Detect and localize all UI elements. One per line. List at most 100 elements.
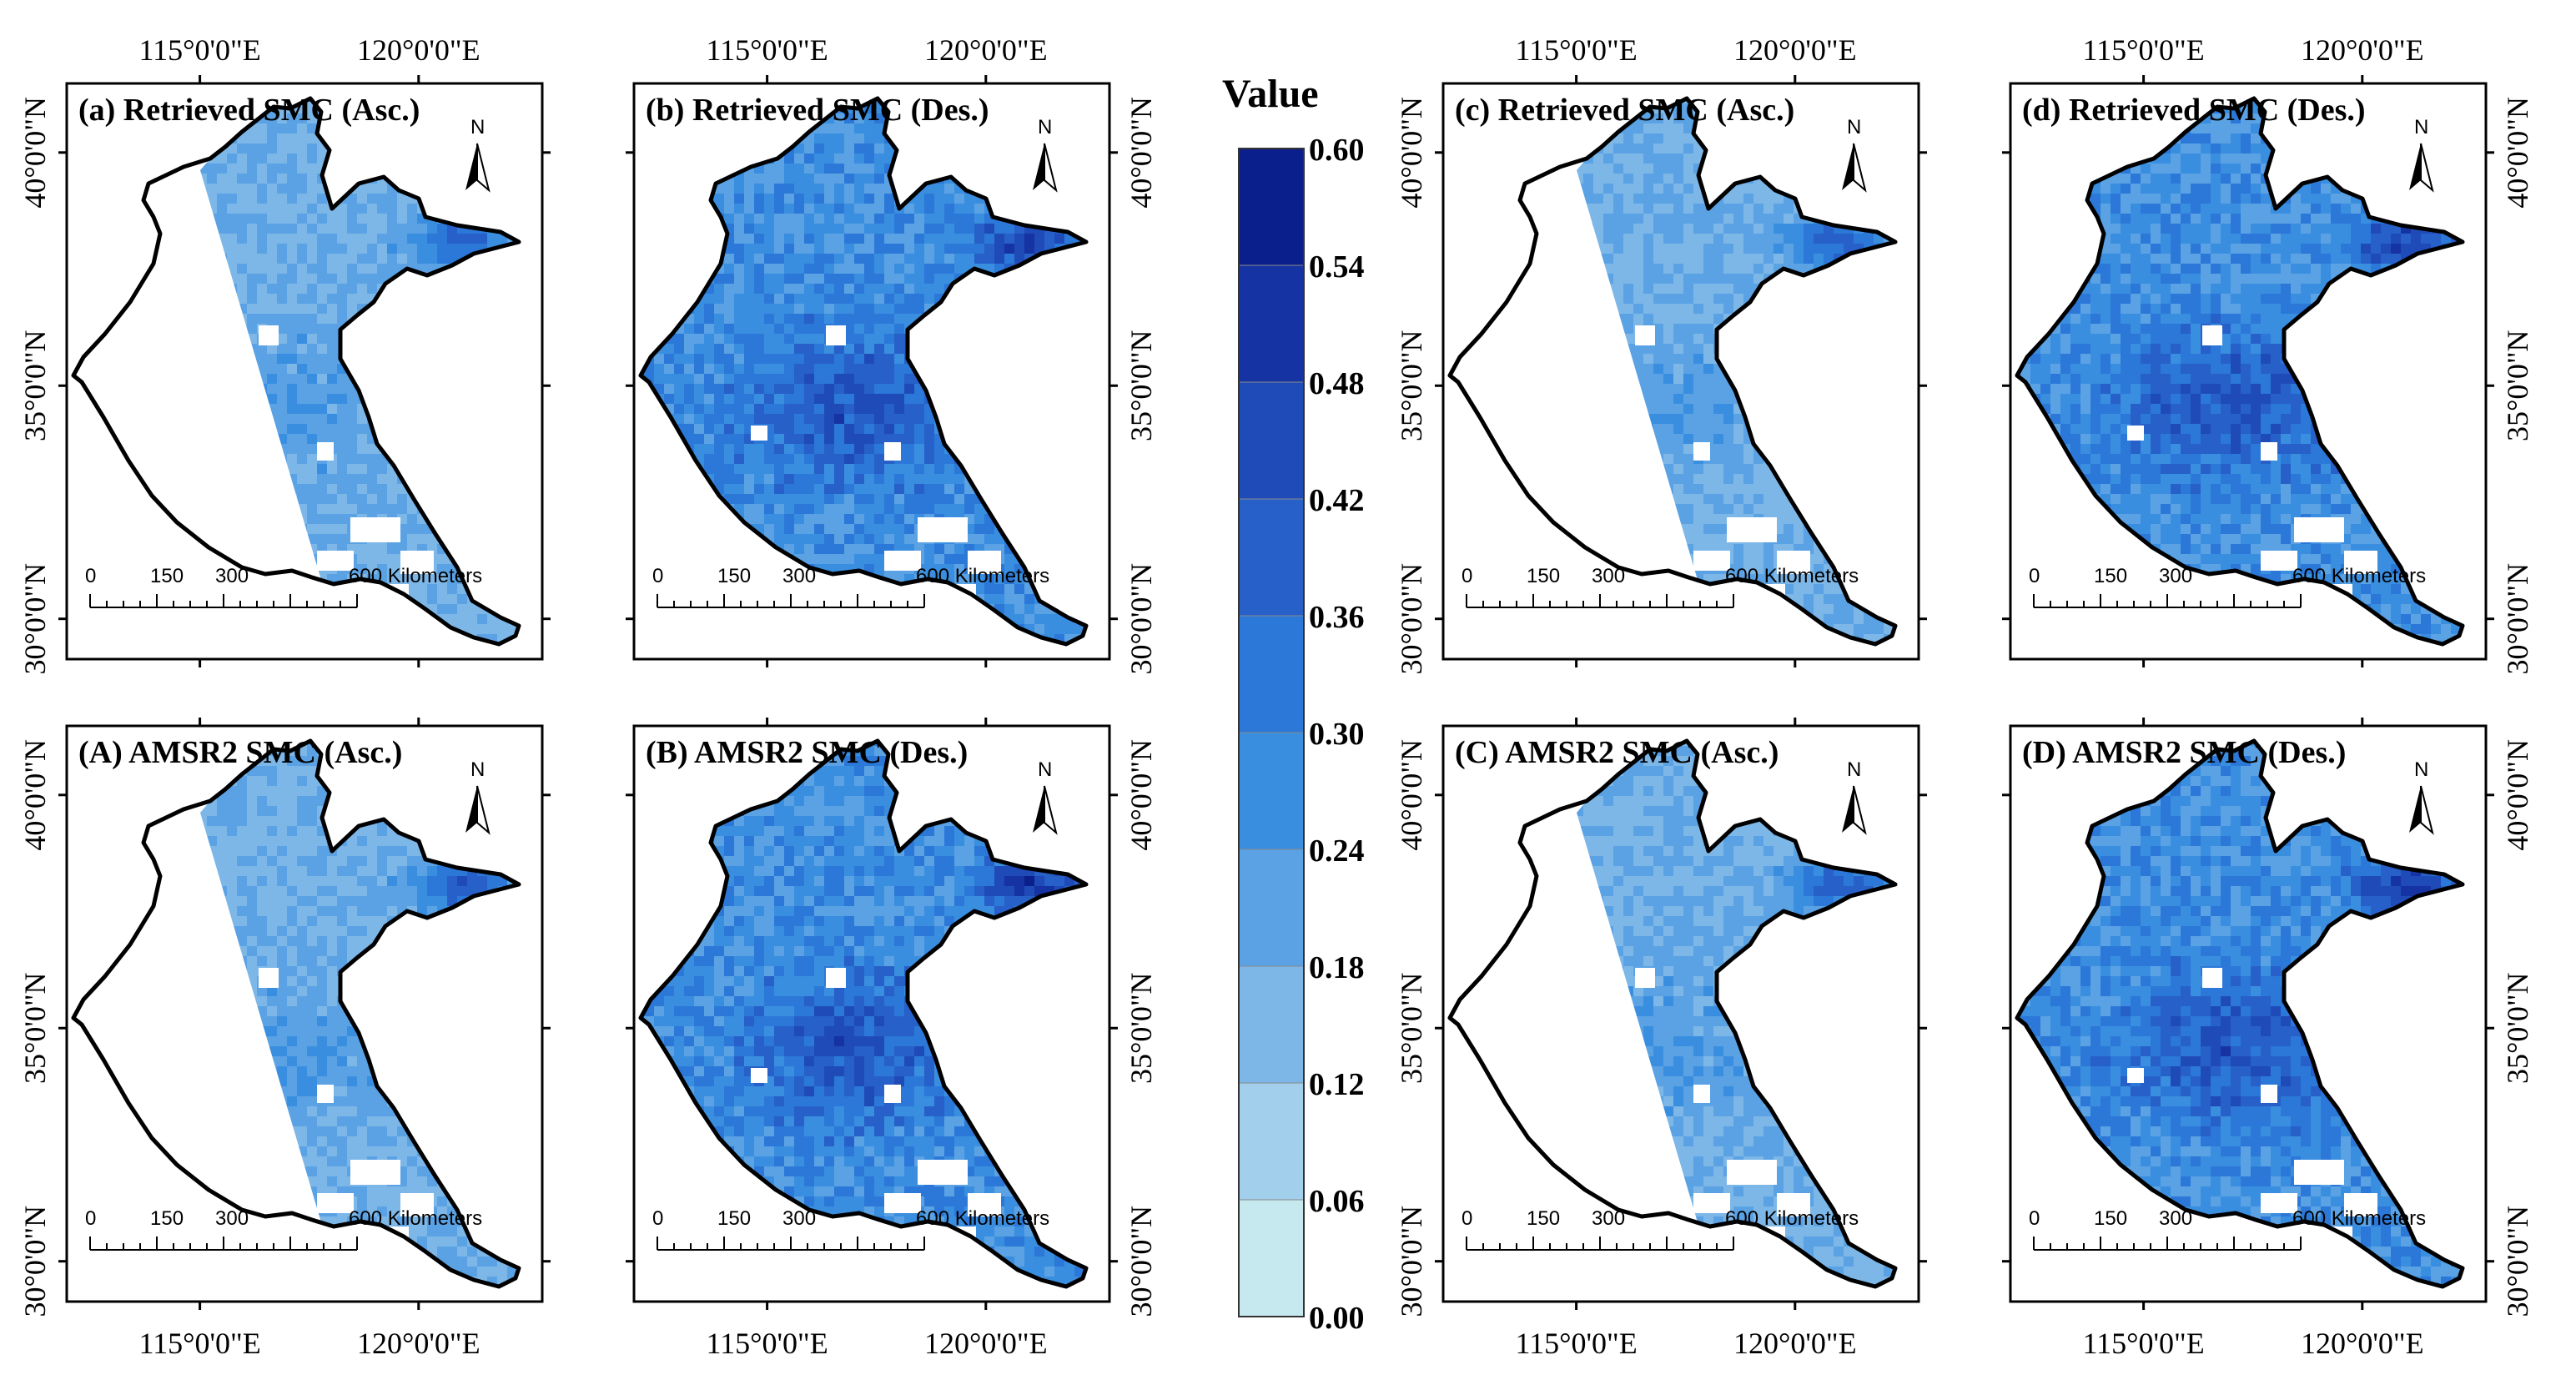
north-label: N: [1847, 758, 1861, 781]
scale-tick-label: 0: [652, 1207, 663, 1230]
north-arrow-icon: N: [1033, 116, 1058, 193]
lat-label: 40°0'0"N: [1124, 97, 1158, 209]
lat-label: 40°0'0"N: [18, 739, 52, 851]
legend-swatch: [1238, 615, 1305, 733]
scale-tick-label: 300: [2159, 565, 2192, 587]
scale-tick-label: 150: [150, 1207, 184, 1230]
scale-tick-label: 0: [85, 1207, 96, 1230]
map-panel-a: (a) Retrieved SMC (Asc.) N 0 150 300 600 Kilo…: [18, 33, 551, 674]
lat-label: 30°0'0"N: [18, 1206, 52, 1317]
map-panels: (a) Retrieved SMC (Asc.) N 0 150 300 600 Kilo…: [18, 33, 2534, 1360]
scale-tick-label: 150: [2094, 565, 2127, 587]
panel-title: (A) AMSR2 SMC (Asc.): [78, 735, 402, 770]
legend-swatch: [1238, 1082, 1305, 1201]
legend-title: Value: [1222, 72, 1319, 116]
scale-tick-label: 300: [215, 1207, 249, 1230]
lat-label: 40°0'0"N: [1395, 97, 1428, 209]
scale-tick-label: 0: [2029, 565, 2040, 587]
lon-label: 115°0'0"E: [138, 33, 260, 67]
lon-label: 120°0'0"E: [2301, 1327, 2424, 1360]
region-boundary: [638, 96, 1089, 647]
lat-label: 30°0'0"N: [1395, 563, 1428, 675]
region-boundary: [2015, 96, 2465, 647]
north-arrow-icon: N: [465, 758, 491, 835]
scale-tick-label: 150: [2094, 1207, 2127, 1230]
scale-tick-label: 0: [652, 565, 663, 587]
legend-value-label: 0.30: [1309, 717, 1365, 752]
north-label: N: [1038, 116, 1052, 139]
legend-value-label: 0.06: [1309, 1184, 1365, 1219]
color-legend: Value 0.60 0.54 0.48 0.42 0.36 0.30 0.24 0.18 0.1…: [1222, 72, 1365, 1336]
lon-label: 120°0'0"E: [2301, 33, 2424, 67]
legend-value-label: 0.60: [1309, 133, 1365, 168]
lat-label: 35°0'0"N: [1395, 330, 1428, 441]
lon-label: 115°0'0"E: [1515, 1327, 1637, 1360]
legend-value-label: 0.24: [1309, 834, 1365, 869]
lon-label: 120°0'0"E: [1733, 1327, 1857, 1360]
lat-label: 35°0'0"N: [1395, 972, 1428, 1084]
map-panel-d: (d) Retrieved SMC (Des.) N 0 150 300 600 Kilo…: [2002, 33, 2534, 674]
map-panel-b: (b) Retrieved SMC (Des.) N 0 150 300 600 Kilo…: [626, 33, 1158, 674]
scale-end-label: 600 Kilometers: [2292, 1207, 2426, 1230]
legend-value-label: 0.42: [1309, 483, 1365, 518]
scale-tick-label: 300: [215, 565, 249, 587]
legend-swatch: [1238, 732, 1305, 850]
map-panel-A: (A) AMSR2 SMC (Asc.) N 0 150 300 600 Kilomete…: [18, 718, 551, 1360]
scale-tick-label: 0: [1462, 565, 1472, 587]
lat-label: 30°0'0"N: [18, 563, 52, 675]
north-label: N: [2414, 116, 2428, 139]
north-label: N: [1847, 116, 1861, 139]
scale-end-label: 600 Kilometers: [916, 1207, 1049, 1230]
scale-bar: 0 150 300 600 Kilometers: [1462, 1207, 1859, 1251]
legend-value-label: 0.54: [1309, 249, 1365, 285]
panel-title: (d) Retrieved SMC (Des.): [2022, 93, 2366, 128]
map-panel-D: (D) AMSR2 SMC (Des.) N 0 150 300 600 Kilomete…: [2002, 718, 2534, 1360]
scale-bar: 0 150 300 600 Kilometers: [85, 1207, 482, 1251]
north-label: N: [470, 758, 485, 781]
panel-title: (D) AMSR2 SMC (Des.): [2022, 735, 2346, 770]
lat-label: 40°0'0"N: [18, 97, 52, 209]
lat-label: 35°0'0"N: [1124, 330, 1158, 441]
lat-label: 30°0'0"N: [2501, 563, 2534, 675]
lon-label: 115°0'0"E: [706, 33, 828, 67]
scale-tick-label: 300: [782, 1207, 816, 1230]
scale-bar: 0 150 300 600 Kilometers: [2029, 1207, 2426, 1251]
lon-label: 115°0'0"E: [2082, 33, 2204, 67]
scale-tick-label: 150: [717, 565, 751, 587]
lon-label: 120°0'0"E: [357, 33, 480, 67]
scale-end-label: 600 Kilometers: [1725, 1207, 1859, 1230]
panel-title: (a) Retrieved SMC (Asc.): [78, 93, 420, 128]
lon-label: 120°0'0"E: [924, 33, 1048, 67]
panel-title: (C) AMSR2 SMC (Asc.): [1455, 735, 1779, 770]
scale-end-label: 600 Kilometers: [349, 1207, 482, 1230]
legend-swatch: [1238, 849, 1305, 967]
region-boundary: [638, 738, 1089, 1289]
region-boundary: [1447, 738, 1898, 1289]
region-boundary: [71, 738, 521, 1289]
lat-label: 35°0'0"N: [1124, 972, 1158, 1084]
scale-tick-label: 0: [85, 565, 96, 587]
lat-label: 40°0'0"N: [2501, 97, 2534, 209]
scale-tick-label: 150: [1527, 1207, 1560, 1230]
north-label: N: [2414, 758, 2428, 781]
legend-value-label: 0.18: [1309, 950, 1365, 985]
scale-tick-label: 150: [717, 1207, 751, 1230]
legend-value-label: 0.36: [1309, 600, 1365, 635]
legend-value-label: 0.48: [1309, 366, 1365, 401]
lon-label: 115°0'0"E: [2082, 1327, 2204, 1360]
lon-label: 120°0'0"E: [1733, 33, 1857, 67]
legend-swatch: [1238, 148, 1305, 266]
scale-tick-label: 300: [1592, 565, 1625, 587]
lon-label: 115°0'0"E: [706, 1327, 828, 1360]
region-boundary: [71, 96, 521, 647]
legend-swatch: [1238, 965, 1305, 1084]
lat-label: 35°0'0"N: [18, 330, 52, 441]
north-arrow-icon: N: [1842, 116, 1867, 193]
lat-label: 35°0'0"N: [2501, 972, 2534, 1084]
scale-bar: 0 150 300 600 Kilometers: [2029, 565, 2426, 608]
panel-title: (c) Retrieved SMC (Asc.): [1455, 93, 1794, 128]
region-boundary: [1447, 96, 1898, 647]
scale-tick-label: 0: [1462, 1207, 1472, 1230]
north-arrow-icon: N: [465, 116, 491, 193]
lat-label: 35°0'0"N: [18, 972, 52, 1084]
